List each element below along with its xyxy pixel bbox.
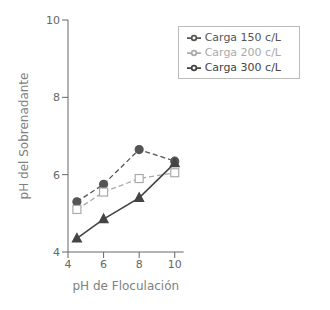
- svg-text:4: 4: [53, 246, 60, 259]
- svg-text:8: 8: [53, 91, 60, 104]
- html-text:Carga 150 c/L: Carga 150 c/L: [204, 31, 281, 44]
- html-text:Carga 200 c/L: Carga 200 c/L: [204, 46, 281, 59]
- svg-text:6: 6: [53, 169, 60, 182]
- svg-text:10: 10: [168, 258, 182, 271]
- svg-text:10: 10: [46, 14, 60, 27]
- svg-text:pH del Sobrenadante: pH del Sobrenadante: [17, 73, 31, 200]
- svg-text:6: 6: [100, 258, 107, 271]
- html-text:Carga 300 c/L: Carga 300 c/L: [204, 61, 281, 74]
- svg-text:4: 4: [65, 258, 72, 271]
- svg-text:8: 8: [136, 258, 143, 271]
- svg-text:pH de Floculación: pH de Floculación: [73, 279, 180, 293]
